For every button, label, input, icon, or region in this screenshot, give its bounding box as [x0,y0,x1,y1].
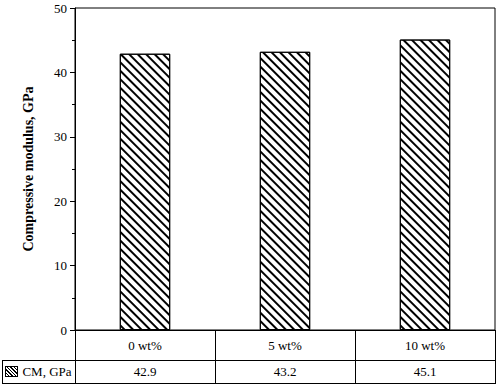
svg-text:30: 30 [54,129,67,144]
html-text:45.1: 45.1 [413,363,437,379]
html-text:CM, GPa: CM, GPa [22,363,72,379]
html-text:42.9: 42.9 [133,363,157,379]
svg-text:20: 20 [54,194,67,209]
svg-text:50: 50 [54,1,67,16]
svg-text:Compressive modulus, GPa: Compressive modulus, GPa [21,86,36,251]
svg-text:0 wt%: 0 wt% [128,338,162,353]
svg-text:5 wt%: 5 wt% [268,338,302,353]
svg-text:10: 10 [54,258,67,273]
svg-text:40: 40 [54,65,67,80]
html-text:43.2: 43.2 [273,363,297,379]
svg-text:10 wt%: 10 wt% [405,338,445,353]
svg-text:0: 0 [61,323,68,338]
